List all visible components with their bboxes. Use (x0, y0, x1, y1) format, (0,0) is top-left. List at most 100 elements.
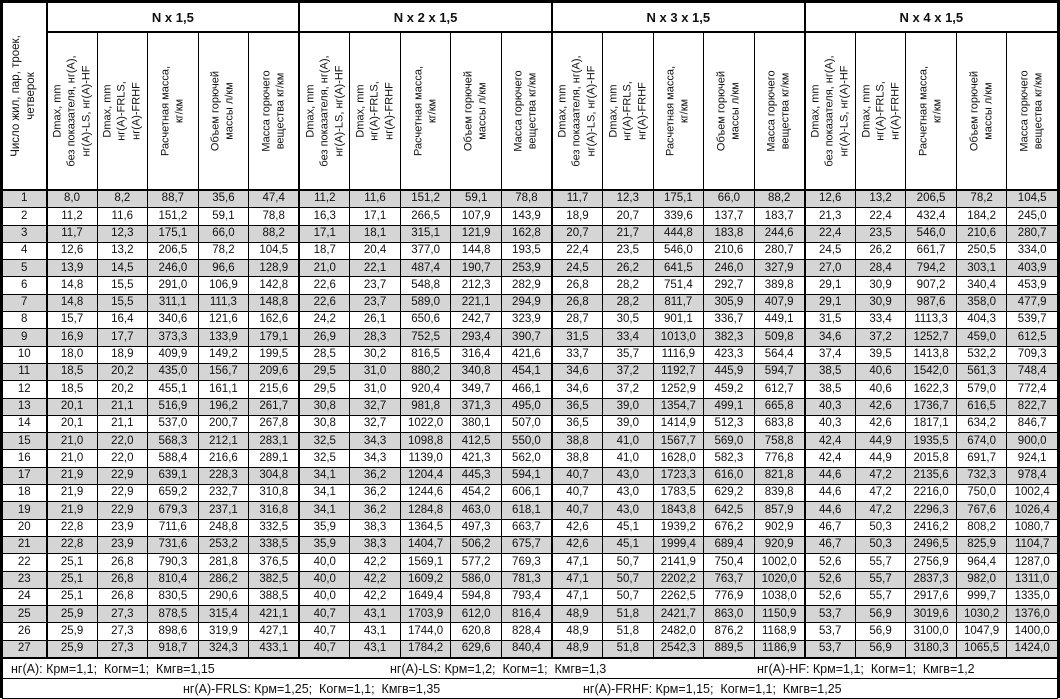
table-cell: 423,3 (703, 345, 755, 364)
table-cell: 32,7 (349, 397, 401, 416)
table-cell: 412,5 (450, 432, 502, 451)
table-cell: 190,7 (450, 259, 502, 278)
table-cell: 1703,9 (399, 605, 452, 624)
table-cell: 40,6 (854, 380, 907, 399)
column-header: Dmax, mm нг(А)-FRLS, нг(А)-FRHF (602, 31, 654, 191)
table-cell: 324,3 (197, 639, 250, 659)
table-cell: 901,1 (652, 311, 705, 330)
table-cell: 209,6 (248, 362, 300, 382)
table-cell: 661,7 (905, 241, 957, 261)
column-header: Dmax, mm без показателя, нг(А), нг(А)-LS… (803, 31, 856, 191)
column-header: Расчетная масса, кг/км (399, 31, 452, 191)
table-cell: 26,2 (854, 241, 907, 261)
table-cell: 50,3 (854, 518, 907, 537)
table-cell: 11,6 (96, 207, 149, 226)
table-cell: 639,1 (147, 466, 199, 486)
column-header-label: Объем горючей массы л/км (210, 70, 237, 152)
table-cell: 731,6 (147, 535, 199, 555)
table-cell: 41,0 (602, 432, 654, 451)
table-cell: 221,1 (450, 293, 502, 313)
table-cell: 319,9 (197, 622, 250, 641)
table-cell: 568,3 (147, 432, 199, 451)
table-cell: 676,2 (703, 518, 755, 537)
table-cell: 23,7 (349, 293, 401, 313)
table-cell: 769,3 (500, 553, 553, 572)
table-cell: 2917,6 (905, 587, 957, 607)
row-number: 22 (2, 553, 47, 572)
column-header: Расчетная масса, кг/км (147, 31, 199, 191)
column-header-label: Расчетная масса, кг/км (159, 65, 186, 157)
column-header-label: Расчетная масса, кг/км (665, 65, 692, 157)
table-cell: 358,0 (955, 293, 1008, 313)
column-header-label: Масса горючего вещества кг/км (1018, 70, 1046, 152)
footer-note: нг(А)-HF: Крм=1,1; Когм=1; Кмгв=1,2 (757, 661, 975, 676)
table-cell: 39,0 (602, 414, 654, 434)
table-cell: 52,6 (803, 587, 856, 607)
table-row: 24 25,1 26,8 830,5 290,6 388,5 40,0 42,2 1649,4 5… (2, 587, 1058, 607)
table-cell: 582,3 (703, 449, 755, 468)
table-cell: 294,9 (500, 293, 553, 313)
table-cell: 532,2 (955, 345, 1008, 364)
table-cell: 34,6 (550, 380, 604, 399)
table-row: 5 13,9 14,5 246,0 96,6 128,9 21,0 22,1 487,4 190,… (2, 259, 1058, 278)
column-header: Dmax, mm нг(А)-FRLS, нг(А)-FRHF (349, 31, 401, 191)
table-row: 27 25,9 27,3 918,7 324,3 433,1 40,7 43,1 1784,2 6… (2, 639, 1058, 659)
row-number: 20 (2, 518, 47, 537)
table-cell: 924,1 (1006, 449, 1058, 468)
table-cell: 199,5 (248, 345, 300, 364)
table-cell: 88,2 (248, 224, 300, 243)
table-cell: 46,7 (803, 535, 856, 555)
table-cell: 32,5 (298, 449, 351, 468)
table-cell: 822,7 (1006, 397, 1058, 416)
table-cell: 1244,6 (399, 484, 452, 503)
table-cell: 20,2 (96, 380, 149, 399)
table-row: 19 21,9 22,9 679,3 237,1 316,8 34,1 36,2 1284,8 4… (2, 501, 1058, 520)
table-cell: 382,3 (703, 328, 755, 347)
table-cell: 38,5 (803, 362, 856, 382)
table-cell: 39,0 (602, 397, 654, 416)
table-cell: 26,1 (349, 311, 401, 330)
table-cell: 42,6 (854, 397, 907, 416)
table-cell: 28,2 (602, 293, 654, 313)
table-cell: 292,7 (703, 276, 755, 295)
table-cell: 43,0 (602, 501, 654, 520)
table-cell: 1013,0 (652, 328, 705, 347)
table-row: 12 18,5 20,2 455,1 161,1 215,6 29,5 31,0 920,4 34… (2, 380, 1058, 399)
table-cell: 17,1 (298, 224, 351, 243)
table-cell: 50,7 (602, 570, 654, 589)
table-cell: 751,4 (652, 276, 705, 295)
footer-note: нг(А)-FRHF: Крм=1,15; Когм=1,1; Кмгв=1,2… (583, 681, 842, 696)
table-cell: 34,3 (349, 432, 401, 451)
table-cell: 156,7 (197, 362, 250, 382)
table-cell: 196,2 (197, 397, 250, 416)
table-cell: 1002,0 (753, 553, 806, 572)
table-cell: 55,7 (854, 587, 907, 607)
table-row: 2 11,2 11,6 151,2 59,1 78,8 16,3 17,1 266,5 107,9… (2, 207, 1058, 226)
table-cell: 1567,7 (652, 432, 705, 451)
table-cell: 8,0 (45, 189, 98, 209)
table-cell: 29,1 (803, 276, 856, 295)
table-cell: 12,6 (45, 241, 98, 261)
table-cell: 1116,9 (652, 345, 705, 364)
first-column-header-label: Число жил, пар, троек, четверок (10, 35, 38, 157)
table-cell: 900,0 (1006, 432, 1058, 451)
table-cell: 78,2 (955, 189, 1008, 209)
table-cell: 1939,2 (652, 518, 705, 537)
table-cell: 964,4 (955, 553, 1008, 572)
table-cell: 40,3 (803, 414, 856, 434)
column-header-label: Dmax, mm нг(А)-FRLS, нг(А)-FRHF (101, 81, 143, 141)
table-cell: 1104,7 (1006, 535, 1058, 555)
row-number: 12 (2, 380, 47, 399)
table-cell: 48,9 (550, 605, 604, 624)
table-cell: 825,9 (955, 535, 1008, 555)
table-cell: 24,5 (803, 241, 856, 261)
table-cell: 1784,2 (399, 639, 452, 659)
table-cell: 1113,3 (905, 311, 957, 330)
table-cell: 293,4 (450, 328, 502, 347)
table-cell: 22,8 (45, 535, 98, 555)
table-cell: 421,3 (450, 449, 502, 468)
table-cell: 13,9 (45, 259, 98, 278)
table-cell: 20,4 (349, 241, 401, 261)
table-cell: 303,1 (955, 259, 1008, 278)
